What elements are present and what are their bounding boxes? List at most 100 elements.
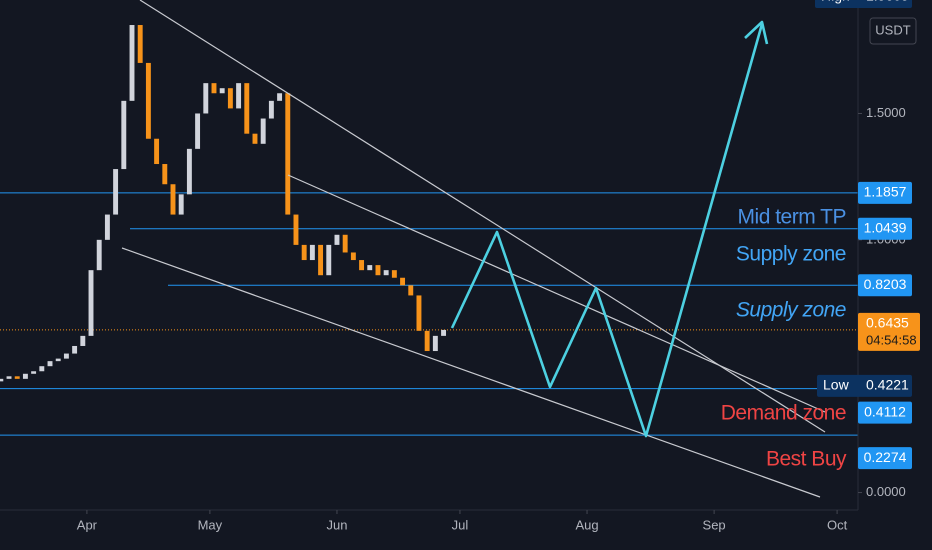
high-marker-label: High (821, 0, 850, 4)
price-label-box (858, 274, 912, 297)
candle-body (400, 277, 406, 286)
candle-body (301, 244, 307, 261)
currency-box (869, 17, 917, 45)
candle-body (113, 169, 119, 215)
candle-body (342, 234, 348, 253)
last-price: 0.6435 (866, 315, 909, 331)
candle-body (334, 234, 340, 245)
labels: 0.00001.00001.5000AprMayJunJulAugSepOct1… (77, 0, 920, 532)
low-marker-box (817, 374, 912, 397)
x-tick-label: Sep (703, 517, 726, 532)
candle-body (252, 133, 258, 144)
high-marker-box (815, 0, 912, 8)
wedge-upper (139, 0, 826, 433)
candle-body (121, 100, 127, 170)
candle-body (432, 335, 438, 352)
candle-body (47, 361, 53, 367)
candle-body (186, 148, 192, 195)
price-label-box (858, 447, 912, 470)
candle-body (22, 373, 28, 379)
wedge-lower (121, 247, 821, 498)
candle-body (424, 330, 430, 352)
candle-body (170, 184, 176, 215)
candle-body (391, 270, 397, 278)
high-marker-value: 1.9609 (866, 0, 909, 4)
candle-body (326, 244, 332, 276)
candle-body (285, 93, 291, 215)
candle-body (55, 358, 61, 362)
candle-body (350, 252, 356, 261)
candle-body (441, 329, 447, 336)
candle-body (88, 270, 94, 336)
x-tick-label: Jul (452, 517, 469, 532)
trend-lines (121, 0, 826, 498)
candle-body (178, 194, 184, 215)
candle-body (72, 345, 78, 354)
low-marker-label: Low (823, 377, 850, 393)
candle-body (293, 214, 299, 245)
candle-body (154, 138, 160, 165)
candle-body (145, 62, 151, 139)
price-label-box (858, 217, 912, 240)
arrow-head (744, 20, 769, 45)
price-label: 0.4112 (864, 403, 906, 419)
candle-body (260, 118, 266, 144)
y-tick-label: 0.0000 (866, 484, 906, 499)
price-label: 1.1857 (864, 184, 907, 200)
candle-body (162, 164, 168, 185)
candle-body (80, 335, 86, 346)
candle-body (104, 214, 110, 240)
candle-body (137, 25, 143, 63)
low-marker-value: 0.4221 (866, 377, 909, 393)
candle-body (268, 100, 274, 119)
projection-path (450, 23, 764, 438)
candle-body (129, 25, 135, 101)
candle-body (31, 371, 37, 374)
candle-body (219, 88, 225, 94)
candle-body (195, 113, 201, 149)
annotation: Supply zone (736, 243, 846, 266)
candle-body (39, 366, 45, 372)
price-label: 0.2274 (864, 449, 907, 465)
currency: USDT (875, 22, 910, 37)
annotation: Mid term TP (738, 206, 846, 229)
candle-body (96, 239, 102, 271)
candle-body (227, 88, 233, 109)
price-label: 0.8203 (864, 276, 907, 292)
y-tick-label: 1.5000 (866, 105, 906, 120)
annotation: Demand zone (721, 402, 846, 425)
candle-body (359, 260, 365, 271)
candle-body (203, 83, 209, 114)
candle-body (244, 83, 250, 134)
candle-body (277, 93, 283, 101)
candle-body (236, 83, 242, 109)
candle-body (408, 285, 414, 296)
candle-body (14, 376, 20, 379)
price-label: 1.0439 (864, 219, 907, 235)
candle-body (375, 265, 381, 276)
countdown: 04:54:58 (866, 332, 917, 347)
candle-body (318, 244, 324, 276)
annotation: Best Buy (766, 448, 847, 471)
candle-body (0, 378, 4, 382)
last-price-box (858, 312, 920, 351)
annotation: Supply zone (736, 299, 846, 322)
x-tick-label: Jun (326, 517, 347, 532)
x-tick-label: Oct (827, 517, 848, 532)
projection (450, 20, 769, 438)
candle-body (211, 83, 217, 94)
candle-body (367, 265, 373, 271)
inner-trend (287, 174, 826, 413)
price-label-box (858, 181, 912, 204)
price-label-box (858, 401, 912, 424)
candles (0, 25, 447, 382)
candle-body (309, 244, 315, 261)
candle-body (6, 376, 12, 379)
candle-body (416, 295, 422, 331)
candle-body (63, 353, 69, 359)
candle-body (383, 270, 389, 276)
x-tick-label: May (198, 517, 223, 532)
x-tick-label: Apr (77, 517, 98, 532)
